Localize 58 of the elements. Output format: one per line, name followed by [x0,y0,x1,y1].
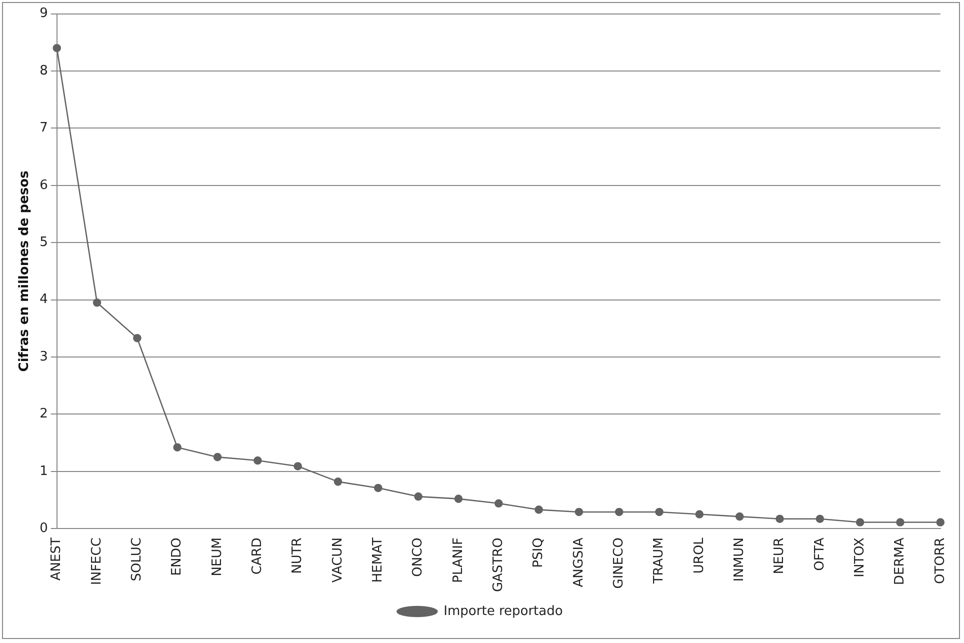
x-tick-label: TRAUM [652,538,667,585]
point [735,512,744,521]
point [856,518,864,526]
y-tick-label: 6 [40,178,48,193]
y-tick-label: 7 [40,120,48,136]
y-axis-title: Cifras en millones de pesos [17,170,32,372]
y-tick-label: 1 [40,464,48,479]
y-tick-label: 2 [40,406,48,422]
legend-label: Importe reportado [444,604,563,619]
x-tick-label: UROL [692,536,707,574]
x-tick-label: ANGSIA [571,537,586,588]
x-tick-label: INTOX [852,537,868,578]
point [213,452,222,462]
point [414,492,422,501]
x-tick-label: GINECO [611,538,626,589]
x-tick-label: PLANIF [450,538,466,583]
y-tick-label: 9 [40,6,48,22]
point [936,518,945,526]
x-tick-label: SOLUC [130,538,145,582]
point [254,456,262,465]
point [334,478,342,486]
point [896,518,904,526]
x-tick-label: NUTR [290,538,306,574]
point [92,298,102,307]
x-tick-label: VACUN [330,538,346,583]
y-tick-label: 5 [40,234,48,250]
point [655,508,664,516]
x-tick-label: INFECC [89,538,104,585]
point [374,484,382,492]
x-tick-label: HEMAT [370,538,386,583]
x-tick-label: DERMA [892,537,908,585]
x-tick-label: CARD [250,538,266,575]
x-tick-label: OFTA [812,537,828,571]
point [695,510,704,518]
point [133,334,142,342]
point [574,508,584,516]
x-tick-label: INMUN [732,538,747,582]
x-tick-label: PSIQ [531,538,546,568]
point [614,508,624,516]
point [454,494,463,503]
point [534,506,543,514]
point [294,462,302,470]
x-tick-label: OTORR [932,538,948,584]
x-tick-label: NEUM [210,538,225,576]
x-tick-label: ENDO [170,538,185,576]
point [173,443,182,452]
point [52,44,62,52]
y-tick-label: 4 [40,292,48,308]
point [816,514,824,523]
y-tick-label: 8 [40,63,48,78]
point [776,514,784,523]
x-tick-label: ANEST [49,538,64,581]
y-tick-label: 0 [40,520,48,536]
point [494,499,503,508]
x-tick-label: ONCO [410,538,426,577]
y-tick-label: 3 [40,349,48,364]
x-tick-label: NEUR [772,538,788,574]
x-tick-label: GASTRO [491,538,506,592]
